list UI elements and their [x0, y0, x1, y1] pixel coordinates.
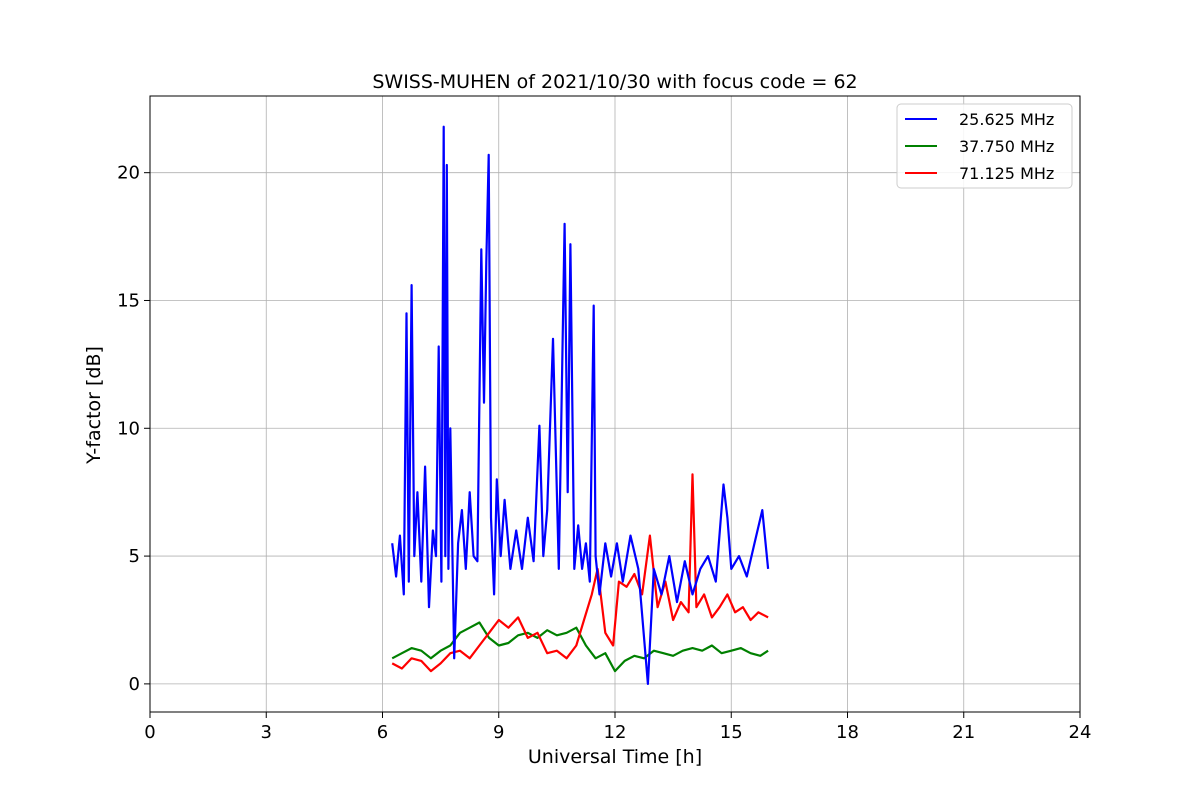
- chart-title: SWISS-MUHEN of 2021/10/30 with focus cod…: [372, 71, 857, 93]
- ticks: 0 3 6 9 12 15 18 21 24 0 5 10 15 20: [117, 163, 1091, 743]
- y-tick-label: 15: [117, 290, 140, 311]
- series-layer: [391, 125, 770, 686]
- legend-entry: 25.625 MHz: [959, 110, 1054, 129]
- x-tick-label: 6: [377, 722, 388, 743]
- x-tick-label: 15: [720, 722, 743, 743]
- y-axis-label: Y-factor [dB]: [83, 346, 105, 465]
- x-axis-label: Universal Time [h]: [528, 746, 702, 768]
- x-tick-label: 24: [1069, 722, 1092, 743]
- x-tick-label: 9: [493, 722, 504, 743]
- y-tick-label: 5: [129, 546, 140, 567]
- x-tick-label: 0: [144, 722, 155, 743]
- x-tick-label: 18: [836, 722, 859, 743]
- legend-entry: 71.125 MHz: [959, 164, 1054, 183]
- legend: 25.625 MHz 37.750 MHz 71.125 MHz: [896, 103, 1073, 189]
- series-line-0: [391, 125, 770, 686]
- x-tick-label: 21: [952, 722, 975, 743]
- series-line-2: [391, 473, 769, 673]
- y-tick-label: 10: [117, 418, 140, 439]
- y-tick-label: 0: [129, 674, 140, 695]
- x-tick-label: 12: [604, 722, 627, 743]
- y-tick-label: 20: [117, 163, 140, 184]
- legend-entry: 37.750 MHz: [959, 137, 1054, 156]
- x-tick-label: 3: [261, 722, 272, 743]
- legend-box: [896, 103, 1073, 189]
